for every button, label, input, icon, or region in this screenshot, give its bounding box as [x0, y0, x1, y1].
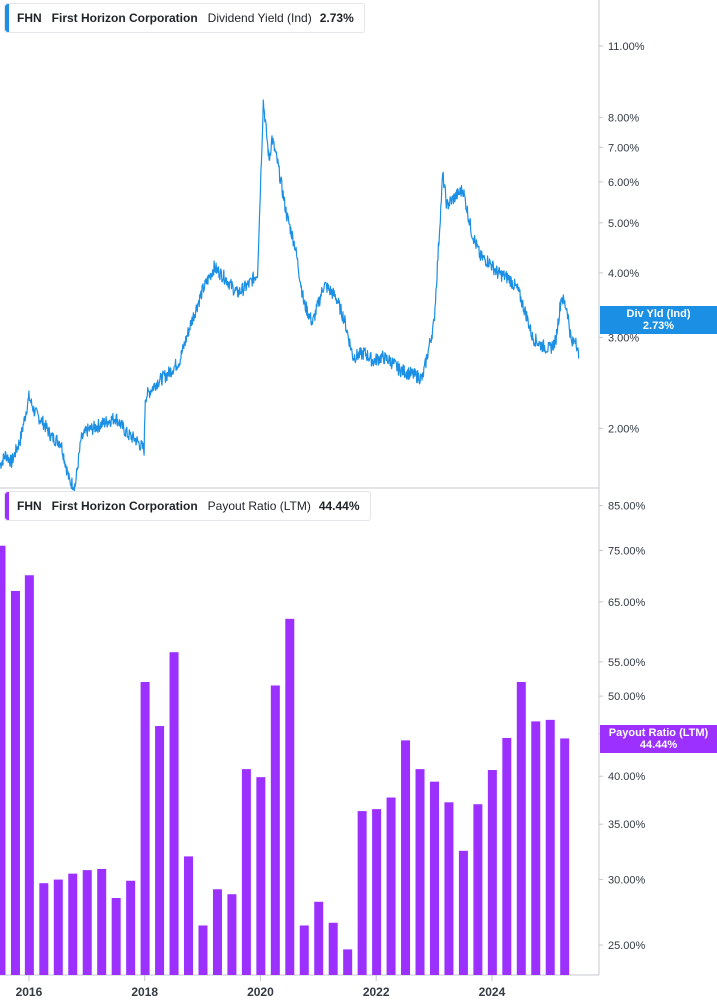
yield-y-tick-label: 7.00% [608, 142, 639, 154]
payout-bar [415, 769, 425, 975]
payout-bar [126, 880, 136, 975]
payout-bar [82, 870, 92, 975]
dividend-yield-line [0, 99, 580, 492]
yield-y-axis: 11.00% 8.00% 7.00% 6.00% 5.00% 4.00% 3.00% 2.00… [599, 41, 645, 435]
payout-bar [97, 868, 107, 975]
payout-bar [502, 737, 512, 975]
yield-y-tick-label: 6.00% [608, 177, 639, 189]
payout-y-tick-label: 55.00% [608, 657, 646, 669]
payout-y-tick-label: 25.00% [608, 940, 646, 952]
yield-y-tick-label: 5.00% [608, 218, 639, 230]
payout-bar [270, 685, 280, 975]
payout-bar [140, 682, 150, 975]
payout-bar [24, 575, 34, 975]
yield-y-tick-label: 4.00% [608, 268, 639, 280]
payout-bar [53, 879, 63, 975]
payout-flag-label: Payout Ratio (LTM) [608, 727, 709, 739]
payout-bar [241, 769, 251, 975]
payout-bar [531, 721, 541, 975]
payout-bar [169, 652, 179, 975]
payout-bar [473, 804, 483, 975]
payout-y-tick-label: 30.00% [608, 875, 646, 887]
payout-bar [285, 618, 295, 975]
payout-legend-company: First Horizon Corporation [51, 499, 198, 513]
yield-y-tick-label: 8.00% [608, 112, 639, 124]
payout-flag-value: 44.44% [639, 739, 678, 751]
payout-bar [212, 889, 222, 975]
payout-legend-metric: Payout Ratio (LTM) [207, 499, 311, 513]
yield-flag-label: Div Yld (Ind) [626, 308, 691, 320]
payout-bar [516, 682, 526, 975]
payout-bar [545, 719, 555, 975]
payout-bar [39, 883, 49, 975]
x-tick-label: 2022 [363, 985, 390, 999]
x-tick-label: 2024 [479, 985, 506, 999]
payout-legend: FHN First Horizon Corporation Payout Rat… [4, 491, 371, 521]
payout-bar [256, 777, 266, 975]
payout-y-tick-label: 50.00% [608, 691, 646, 703]
payout-y-tick-label: 40.00% [608, 771, 646, 783]
x-tick-label: 2020 [247, 985, 274, 999]
payout-y-tick-label: 65.00% [608, 597, 646, 609]
payout-bar [444, 802, 454, 975]
yield-legend-ticker: FHN [17, 11, 42, 25]
payout-bar [198, 925, 208, 975]
yield-legend: FHN First Horizon Corporation Dividend Y… [4, 3, 365, 33]
payout-bar [0, 545, 6, 975]
payout-legend-value: 44.44% [318, 499, 360, 513]
payout-bar [68, 873, 78, 975]
payout-bar [227, 894, 237, 975]
yield-y-tick-label: 2.00% [608, 423, 639, 435]
payout-bar [560, 738, 570, 975]
yield-legend-metric: Dividend Yield (Ind) [207, 11, 312, 25]
x-axis: 2016 2018 2020 2022 2024 [16, 975, 506, 999]
x-tick-label: 2018 [131, 985, 158, 999]
payout-bar [184, 856, 194, 975]
payout-bar [299, 925, 309, 975]
payout-bar [328, 922, 338, 975]
yield-y-tick-label: 11.00% [608, 41, 645, 53]
yield-legend-company: First Horizon Corporation [51, 11, 198, 25]
payout-bar [487, 770, 497, 975]
payout-bar [386, 797, 396, 975]
x-tick-label: 2016 [16, 985, 43, 999]
payout-y-tick-label: 75.00% [608, 545, 646, 557]
payout-legend-swatch [5, 492, 9, 520]
payout-bar [357, 811, 367, 975]
payout-bar [372, 809, 382, 975]
payout-bar [10, 590, 20, 975]
payout-bar [343, 949, 353, 975]
payout-bar [111, 897, 121, 975]
yield-legend-value: 2.73% [319, 11, 354, 25]
payout-ratio-bars [0, 545, 570, 975]
payout-bar [429, 781, 439, 975]
yield-value-flag: Div Yld (Ind) 2.73% [600, 306, 717, 334]
yield-y-tick-label: 3.00% [608, 332, 639, 344]
yield-flag-value: 2.73% [642, 320, 675, 332]
payout-value-flag: Payout Ratio (LTM) 44.44% [600, 725, 717, 753]
yield-legend-swatch [5, 4, 9, 32]
payout-bar [314, 901, 324, 975]
payout-bar [155, 726, 165, 975]
payout-bar [458, 850, 468, 975]
payout-legend-ticker: FHN [17, 499, 42, 513]
payout-bar [401, 740, 411, 975]
payout-y-tick-label: 35.00% [608, 819, 646, 831]
payout-y-tick-label: 85.00% [608, 501, 646, 513]
